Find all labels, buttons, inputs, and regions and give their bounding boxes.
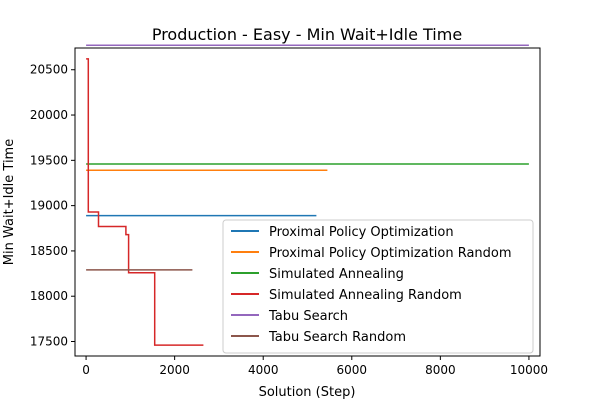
x-tick-label-0: 0 bbox=[82, 363, 90, 377]
y-tick-label-1: 18000 bbox=[30, 289, 68, 303]
x-tick-label-1: 2000 bbox=[159, 363, 190, 377]
chart-title: Production - Easy - Min Wait+Idle Time bbox=[152, 25, 462, 44]
y-axis-ticks: 17500 18000 18500 19000 19500 20000 20500 bbox=[30, 63, 75, 349]
y-tick-label-6: 20500 bbox=[30, 63, 68, 77]
x-axis-label: Solution (Step) bbox=[259, 385, 356, 400]
y-tick-label-3: 19000 bbox=[30, 199, 68, 213]
x-tick-label-3: 6000 bbox=[337, 363, 368, 377]
legend-label-4: Tabu Search bbox=[268, 309, 348, 324]
x-tick-label-5: 10000 bbox=[510, 363, 548, 377]
y-tick-label-4: 19500 bbox=[30, 153, 68, 167]
x-axis-ticks: 0 2000 4000 6000 8000 10000 bbox=[82, 356, 548, 377]
legend-box bbox=[222, 219, 534, 354]
legend-label-1: Proximal Policy Optimization Random bbox=[269, 246, 512, 261]
plot-series bbox=[86, 44, 529, 346]
x-tick-label-2: 4000 bbox=[248, 363, 279, 377]
plot-frame bbox=[74, 47, 541, 357]
legend: Proximal Policy Optimization Proximal Pol… bbox=[222, 219, 534, 354]
y-tick-label-0: 17500 bbox=[30, 335, 68, 349]
y-tick-label-2: 18500 bbox=[30, 244, 68, 258]
legend-label-0: Proximal Policy Optimization bbox=[269, 225, 454, 240]
legend-label-5: Tabu Search Random bbox=[268, 330, 406, 345]
x-tick-label-4: 8000 bbox=[425, 363, 456, 377]
series-line-3 bbox=[86, 58, 204, 346]
y-axis-label: Min Wait+Idle Time bbox=[2, 139, 17, 265]
y-tick-label-5: 20000 bbox=[30, 108, 68, 122]
legend-label-2: Simulated Annealing bbox=[269, 267, 404, 282]
legend-label-3: Simulated Annealing Random bbox=[269, 288, 462, 303]
